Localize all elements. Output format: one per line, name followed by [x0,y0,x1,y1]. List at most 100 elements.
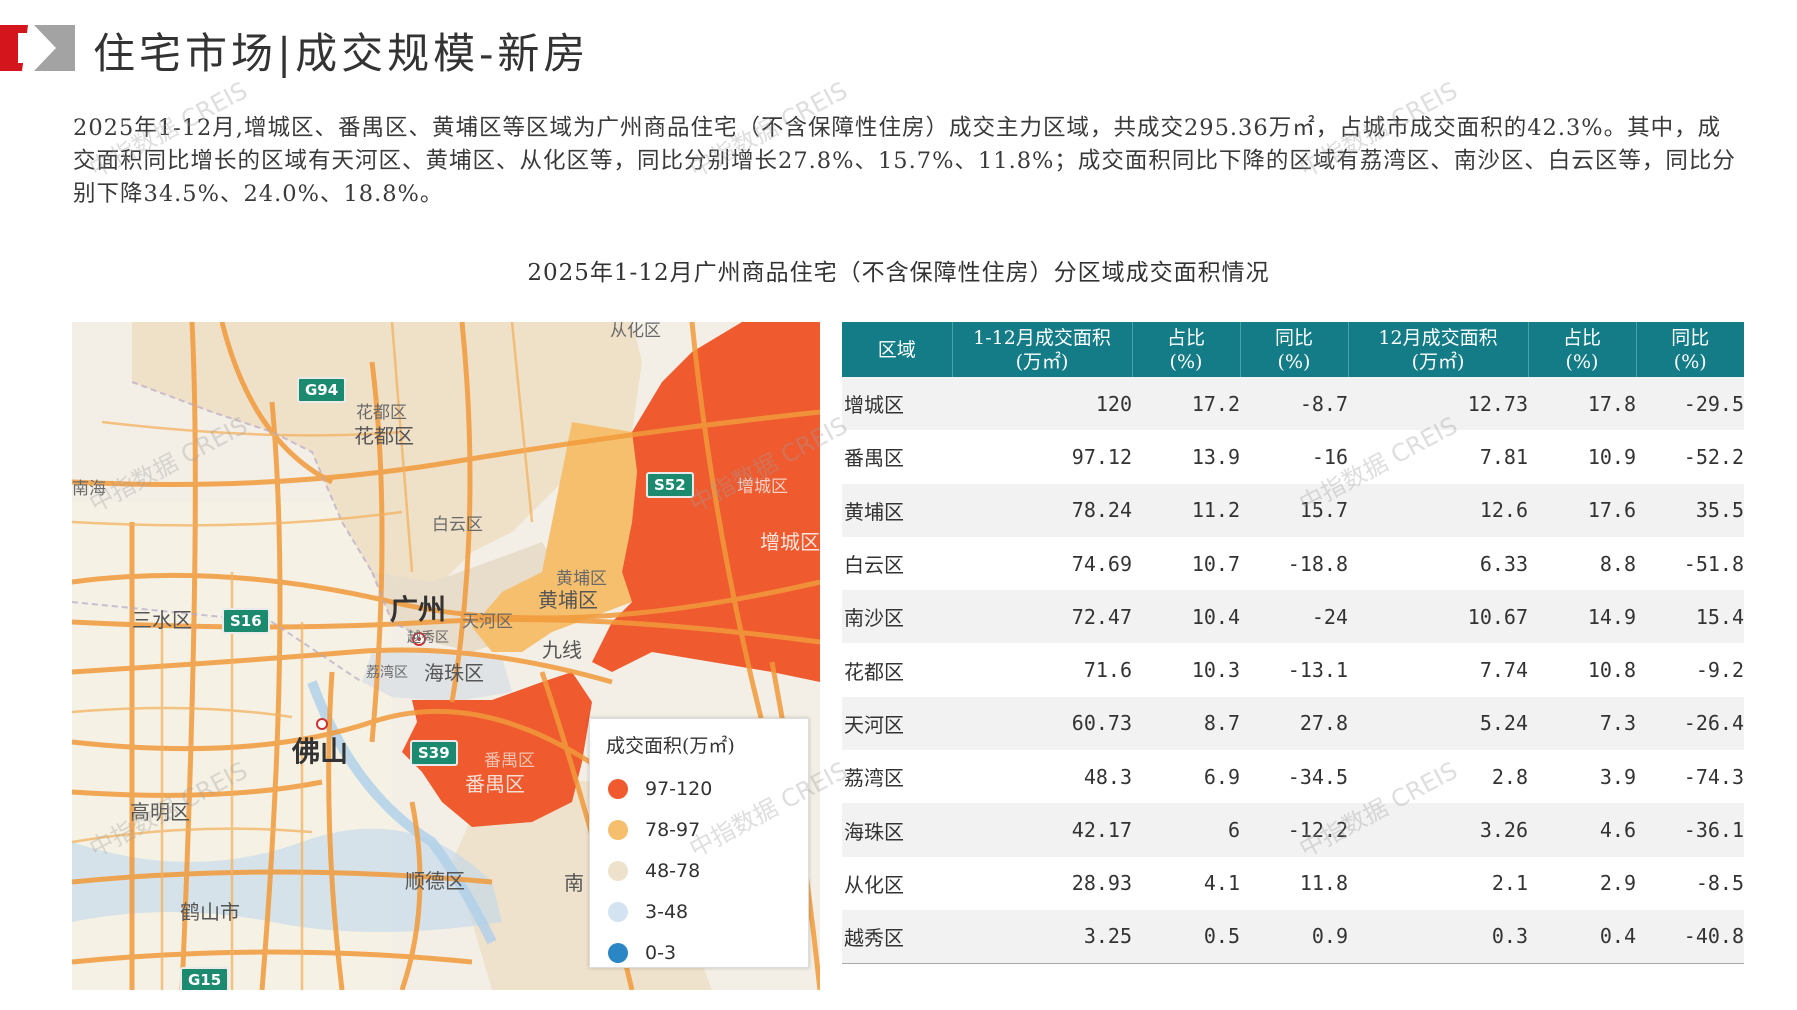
table-cell-value: 17.2 [1132,377,1240,431]
table-cell-value: 97.12 [952,430,1132,484]
col-header-line: 同比 [1274,326,1313,349]
intro-paragraph: 2025年1-12月,增城区、番禺区、黄埔区等区域为广州商品住宅（不含保障性住房… [73,115,1736,207]
table-cell-value: 3.9 [1528,750,1636,804]
col-header-unit: (%) [1565,350,1599,373]
map-label-zengcheng-small: 增城区 [737,477,788,497]
table-cell-district: 海珠区 [842,803,952,857]
col-header-unit: (%) [1673,350,1707,373]
table-cell-district: 天河区 [842,696,952,751]
table-cell-value: -13.1 [1240,643,1348,697]
map-label-panyu-small: 番禺区 [484,751,535,771]
col-header-unit: (万㎡) [1411,350,1465,373]
table-cell-value: -51.8 [1636,536,1744,591]
map-label-sanshui: 三水区 [132,608,192,632]
col-header-line: 占比 [1166,326,1205,349]
table-cell-value: -9.2 [1636,643,1744,697]
col-header-unit: (%) [1277,350,1311,373]
table-cell-value: 10.4 [1132,590,1240,644]
map-label-huadu: 花都区 [354,424,414,448]
legend-item: 3-48 [606,891,792,932]
table-cell-value: 10.9 [1528,430,1636,484]
table-cell-value: 28.93 [952,856,1132,910]
table-header-row: 区域 1-12月成交面积 (万㎡) 占比 (%) 同比 (%) 12月成交面积 (万㎡)… [842,322,1744,377]
map-label-gaoming: 高明区 [130,800,190,824]
table-cell-value: 3.25 [952,909,1132,964]
table-cell-value: 2.8 [1348,750,1528,804]
col-header-line: 区域 [877,338,916,361]
table-cell-value: 15.4 [1636,590,1744,644]
table-cell-value: 60.73 [952,696,1132,751]
table-cell-value: 7.74 [1348,643,1528,697]
table-cell-value: 0.3 [1348,909,1528,964]
table-cell-value: -16 [1240,430,1348,484]
table-cell-value: 11.2 [1132,483,1240,537]
map-label-zengcheng: 增城区 [760,530,820,554]
road-shield-g15: G15 [180,967,230,990]
table-cell-value: -8.5 [1636,856,1744,910]
chart-title: 2025年1-12月广州商品住宅（不含保障性住房）分区域成交面积情况 [527,260,1270,286]
legend-label: 97-120 [645,777,713,800]
table-cell-value: 4.1 [1132,856,1240,910]
legend-label: 0-3 [645,941,677,964]
table-cell-district: 增城区 [842,377,952,431]
col-header-line: 同比 [1671,326,1710,349]
district-map: 从化区 花都区 花都区 增城区 增城区 白云区 广州 天河区 越秀区 黄埔区 黄… [72,322,820,990]
map-label-baiyun: 白云区 [432,515,483,535]
map-label-huangpu: 黄埔区 [538,588,598,612]
col-header-dec-share: 占比 (%) [1527,322,1636,377]
table-cell-value: 10.7 [1132,536,1240,591]
col-header-annual-area: 1-12月成交面积 (万㎡) [951,322,1132,377]
col-header-unit: (万㎡) [1015,350,1069,373]
map-label-guangzhou: 广州 [390,593,447,626]
table-row: 荔湾区 48.3 6.9 -34.5 2.8 3.9 -74.3 [842,750,1744,804]
map-label-conghua: 从化区 [610,322,661,341]
table-cell-value: 10.3 [1132,643,1240,697]
table-cell-value: 3.26 [1348,803,1528,857]
table-cell-value: -36.1 [1636,803,1744,857]
table-cell-value: -40.8 [1636,909,1744,964]
table-row: 黄埔区 78.24 11.2 15.7 12.6 17.6 35.5 [842,483,1744,537]
map-label-foshan: 佛山 [292,735,349,768]
legend-label: 3-48 [645,900,689,923]
map-label-huangpu-small: 黄埔区 [556,569,607,589]
table-cell-value: 0.4 [1528,909,1636,964]
table-cell-value: 12.73 [1348,377,1528,431]
table-cell-value: 120 [952,377,1132,431]
table-cell-value: 5.24 [1348,696,1528,751]
legend-item: 97-120 [606,768,792,809]
col-header-line: 占比 [1562,326,1601,349]
col-header-unit: (%) [1169,350,1203,373]
table-row: 从化区 28.93 4.1 11.8 2.1 2.9 -8.5 [842,856,1744,910]
road-shield-s52: S52 [646,472,694,498]
table-cell-value: -8.7 [1240,377,1348,431]
table-cell-value: -29.5 [1636,377,1744,431]
table-cell-value: 71.6 [952,643,1132,697]
table-cell-value: 74.69 [952,536,1132,591]
table-cell-value: 78.24 [952,483,1132,537]
col-header-annual-share: 占比 (%) [1131,322,1240,377]
map-label-yuexiu: 越秀区 [407,630,449,646]
map-label-heshan: 鹤山市 [180,900,240,924]
table-cell-value: 14.9 [1528,590,1636,644]
table-row: 花都区 71.6 10.3 -13.1 7.74 10.8 -9.2 [842,643,1744,697]
legend-label: 48-78 [645,859,701,882]
table-cell-value: 10.67 [1348,590,1528,644]
table-cell-value: 12.6 [1348,483,1528,537]
table-cell-value: 0.9 [1240,909,1348,964]
table-cell-value: 35.5 [1636,483,1744,537]
table-cell-district: 从化区 [842,856,952,910]
legend-swatch [608,778,628,799]
table-cell-value: -52.2 [1636,430,1744,484]
legend-swatch [608,901,628,922]
map-label-shunde: 顺德区 [405,869,465,893]
table-cell-value: 2.1 [1348,856,1528,910]
table-cell-value: 4.6 [1528,803,1636,857]
table-row: 越秀区 3.25 0.5 0.9 0.3 0.4 -40.8 [842,909,1744,964]
map-label-panyu: 番禺区 [465,772,525,796]
col-header-annual-yoy: 同比 (%) [1239,322,1348,377]
table-cell-value: 6.9 [1132,750,1240,804]
table-cell-district: 花都区 [842,643,952,697]
table-cell-value: -34.5 [1240,750,1348,804]
table-cell-value: -12.2 [1240,803,1348,857]
col-header-dec-area: 12月成交面积 (万㎡) [1347,322,1528,377]
